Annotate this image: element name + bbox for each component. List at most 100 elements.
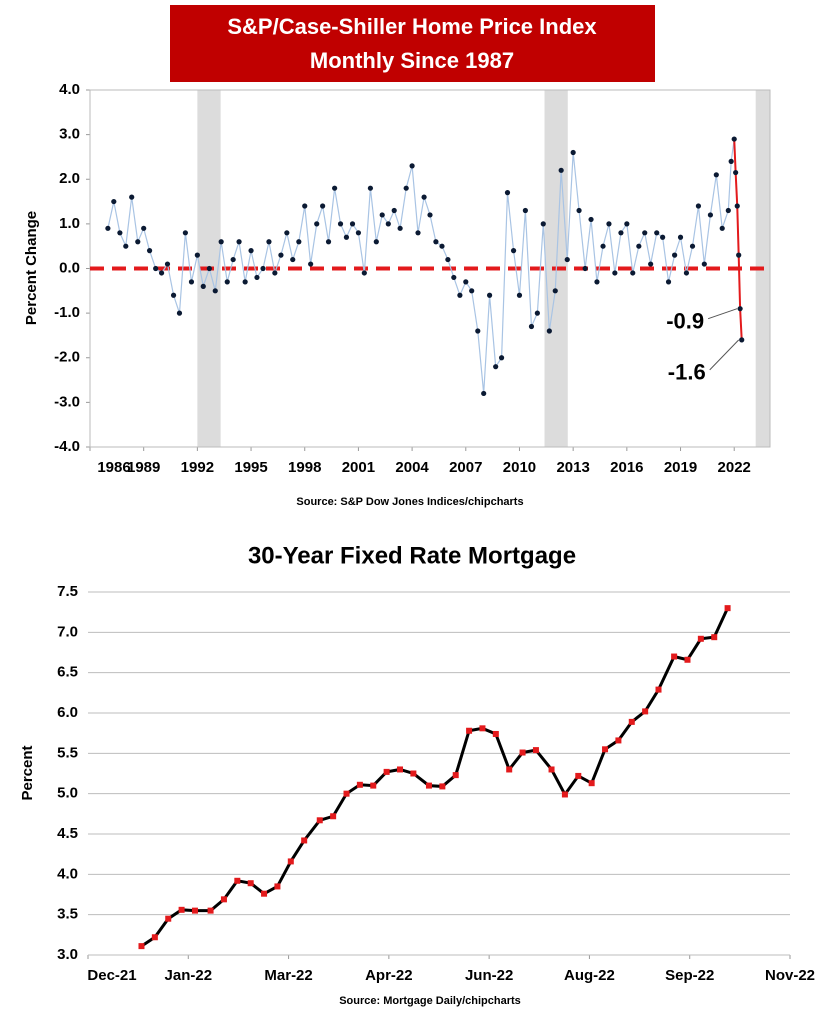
x-tick-label: Apr-22 <box>365 967 413 984</box>
data-point <box>457 292 463 298</box>
data-point <box>466 727 473 734</box>
data-point <box>546 328 552 334</box>
data-point <box>176 310 183 316</box>
x-tick-label: 1986 <box>97 459 130 476</box>
data-point <box>391 207 397 214</box>
data-point <box>433 239 439 245</box>
data-point <box>660 234 666 240</box>
data-point <box>111 198 117 205</box>
data-point <box>713 172 719 178</box>
data-point <box>224 279 230 285</box>
data-point <box>242 279 248 285</box>
x-tick-label: 1995 <box>234 459 267 476</box>
data-point <box>671 653 678 660</box>
data-point <box>711 634 718 641</box>
data-point <box>558 167 564 173</box>
data-point <box>548 766 555 773</box>
data-point <box>206 265 212 272</box>
data-point <box>230 256 236 263</box>
data-point <box>506 766 513 773</box>
data-point <box>707 212 714 218</box>
x-tick-label: 2004 <box>395 459 429 476</box>
x-tick-label: 2013 <box>556 459 589 476</box>
data-point <box>151 934 158 941</box>
data-point <box>736 252 742 258</box>
data-point <box>701 261 707 267</box>
chart-title: 30-Year Fixed Rate Mortgage <box>248 542 576 569</box>
source: Source: Mortgage Daily/chipcharts <box>339 995 521 1007</box>
data-point <box>248 248 254 254</box>
y-tick-label: -4.0 <box>54 438 80 455</box>
data-point <box>349 221 356 227</box>
data-point <box>182 230 188 236</box>
x-tick-label: Aug-22 <box>564 967 615 984</box>
x-tick-label: 2007 <box>449 459 482 476</box>
data-point <box>284 230 290 236</box>
data-point <box>452 772 459 779</box>
data-point <box>158 270 165 276</box>
data-point <box>314 221 320 227</box>
data-point <box>731 136 737 142</box>
data-point <box>728 158 734 164</box>
data-point <box>397 225 403 231</box>
data-point <box>642 708 649 715</box>
y-tick-label: 6.0 <box>57 704 78 721</box>
data-point <box>451 274 457 281</box>
data-point <box>278 252 284 258</box>
data-point <box>540 221 546 227</box>
data-point <box>290 256 296 263</box>
data-point <box>564 256 570 263</box>
data-point <box>141 225 147 231</box>
data-label: -1.6 <box>668 360 706 385</box>
data-point <box>325 239 332 245</box>
data-point <box>301 837 308 844</box>
data-point <box>207 907 214 914</box>
x-tick-label: Dec-21 <box>87 967 136 984</box>
data-point <box>135 239 141 245</box>
data-point <box>576 207 582 214</box>
data-point <box>630 270 636 276</box>
y-tick-label: 7.5 <box>57 583 78 600</box>
data-point <box>697 635 704 642</box>
y-tick-label: 4.0 <box>59 81 80 98</box>
data-point <box>415 230 421 236</box>
data-point <box>534 310 540 316</box>
data-point <box>737 306 743 312</box>
data-point <box>403 185 409 191</box>
data-point <box>254 274 260 281</box>
y-tick-label: 5.5 <box>57 744 78 761</box>
source: Source: S&P Dow Jones Indices/chipcharts <box>296 496 523 508</box>
data-point <box>561 791 568 798</box>
data-point <box>655 686 662 693</box>
data-point <box>575 772 582 779</box>
data-point <box>492 730 499 737</box>
data-point <box>725 207 731 214</box>
x-tick-label: Sep-22 <box>665 967 714 984</box>
data-point <box>397 766 403 773</box>
y-tick-label: -3.0 <box>54 393 80 410</box>
data-point <box>469 288 475 294</box>
data-point <box>445 256 451 263</box>
y-tick-label: -1.0 <box>54 304 80 321</box>
data-point <box>683 270 690 276</box>
data-point <box>153 265 159 272</box>
data-point <box>330 813 337 820</box>
chart-title: S&P/Case-Shiller Home Price Index <box>227 14 597 39</box>
data-point <box>379 212 385 218</box>
y-tick-label: 2.0 <box>59 170 80 187</box>
data-point <box>212 288 218 294</box>
x-tick-label: Jan-22 <box>165 967 213 984</box>
data-point <box>510 248 517 254</box>
data-point <box>516 292 523 298</box>
data-point <box>308 261 314 267</box>
data-point <box>194 252 200 258</box>
data-point <box>356 781 363 788</box>
data-point <box>146 248 153 254</box>
data-point <box>612 270 618 276</box>
data-point <box>410 770 417 777</box>
data-point <box>164 261 171 267</box>
data-point <box>337 221 344 227</box>
data-point <box>385 221 391 227</box>
data-point <box>642 230 648 236</box>
data-point <box>624 221 630 227</box>
